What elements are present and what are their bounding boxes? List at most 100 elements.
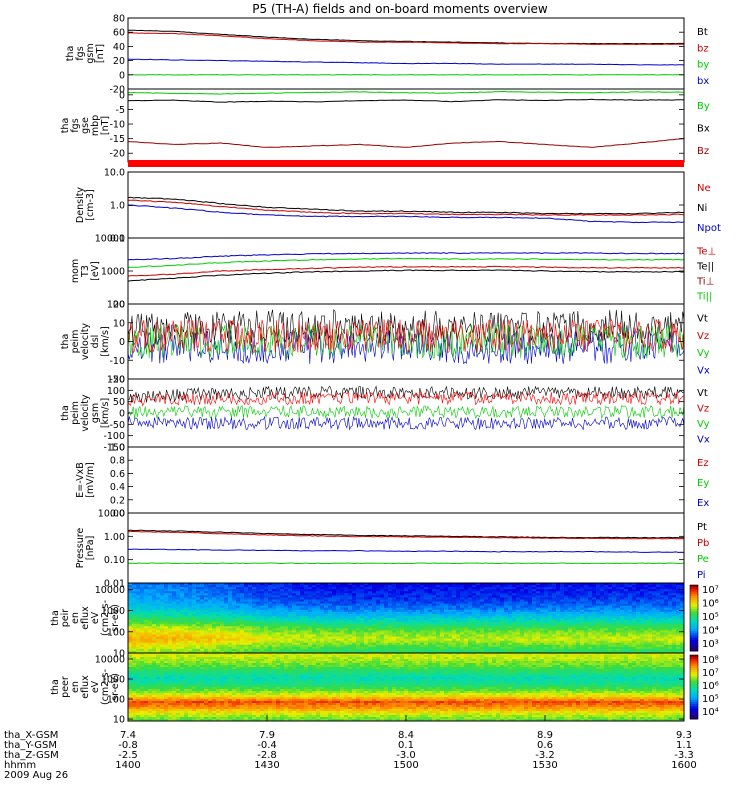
spectrogram-cell xyxy=(184,593,189,596)
spectrogram-cell xyxy=(428,583,433,586)
y-tick-label: 1.00 xyxy=(104,532,125,543)
spectrogram-cell xyxy=(168,650,173,654)
spectrogram-cell xyxy=(140,609,145,613)
spectrogram-cell xyxy=(404,646,409,650)
spectrogram-cell xyxy=(268,609,273,613)
spectrogram-cell xyxy=(228,626,233,629)
spectrogram-cell xyxy=(376,640,381,644)
spectrogram-cell xyxy=(308,615,313,619)
spectrogram-cell xyxy=(152,648,157,652)
spectrogram-cell xyxy=(176,620,181,623)
spectrogram-cell xyxy=(252,630,257,633)
spectrogram-cell xyxy=(204,585,209,588)
spectrogram-cell xyxy=(360,583,365,586)
spectrogram-cell xyxy=(420,640,425,644)
spectrogram-cell xyxy=(436,613,441,617)
spectrogram-cell xyxy=(252,642,257,646)
spectrogram-cell xyxy=(348,650,353,654)
spectrogram-cell xyxy=(300,622,305,625)
spectrogram-cell xyxy=(160,650,165,654)
spectrogram-cell xyxy=(364,615,369,619)
spectrogram-cell xyxy=(168,636,173,639)
spectrogram-cell xyxy=(276,624,281,627)
spectrogram-cell xyxy=(272,601,277,604)
y-axis-label: dsl xyxy=(90,335,101,349)
spectrogram-cell xyxy=(208,624,213,627)
spectrogram-cell xyxy=(176,624,181,627)
spectrogram-cell xyxy=(376,628,381,631)
spectrogram-cell xyxy=(420,613,425,617)
spectrogram-cell xyxy=(236,620,241,623)
spectrogram-cell xyxy=(316,644,321,648)
spectrogram-cell xyxy=(440,591,445,594)
spectrogram-cell xyxy=(248,591,253,594)
spectrogram-cell xyxy=(324,609,329,613)
spectrogram-cell xyxy=(400,640,405,644)
spectrogram-cell xyxy=(204,632,209,635)
spectrogram-cell xyxy=(176,589,181,592)
series-bx-line xyxy=(127,98,685,103)
spectrogram-cell xyxy=(176,599,181,602)
spectrogram-cell xyxy=(444,638,449,642)
spectrogram-cell xyxy=(432,640,437,644)
spectrogram-cell xyxy=(384,605,389,609)
spectrogram-cell xyxy=(136,626,141,629)
spectrogram-cell xyxy=(144,591,149,594)
spectrogram-cell xyxy=(140,626,145,629)
spectrogram-cell xyxy=(244,597,249,600)
spectrogram-cell xyxy=(360,622,365,625)
spectrogram-cell xyxy=(412,634,417,637)
spectrogram-cell xyxy=(168,630,173,633)
spectrogram-cell xyxy=(364,607,369,611)
spectrogram-cell xyxy=(272,636,277,639)
spectrogram-cell xyxy=(372,607,377,611)
spectrogram-cell xyxy=(244,583,249,586)
spectrogram-cell xyxy=(320,603,325,607)
legend-ex: Ex xyxy=(697,498,709,509)
spectrogram-cell xyxy=(304,593,309,596)
spectrogram-cell xyxy=(232,644,237,648)
spectrogram-cell xyxy=(220,599,225,602)
spectrogram-cell xyxy=(328,640,333,644)
spectrogram-cell xyxy=(360,603,365,607)
spectrogram-cell xyxy=(344,618,349,621)
spectrogram-cell xyxy=(428,589,433,592)
spectrogram-cell xyxy=(452,630,457,633)
spectrogram-cell xyxy=(388,638,393,642)
spectrogram-cell xyxy=(208,650,213,654)
spectrogram-cell xyxy=(372,605,377,609)
spectrogram-cell xyxy=(180,620,185,623)
spectrogram-cell xyxy=(428,613,433,617)
spectrogram-cell xyxy=(304,646,309,650)
spectrogram-cell xyxy=(232,626,237,629)
spectrogram-cell xyxy=(280,605,285,609)
spectrogram-cell xyxy=(224,620,229,623)
spectrogram-cell xyxy=(128,624,133,627)
spectrogram-cell xyxy=(404,636,409,639)
spectrogram-cell xyxy=(384,613,389,617)
spectrogram-cell xyxy=(344,622,349,625)
spectrogram-cell xyxy=(272,640,277,644)
y-tick-label: 0 xyxy=(119,90,125,101)
spectrogram-cell xyxy=(192,634,197,637)
spectrogram-cell xyxy=(216,630,221,633)
spectrogram-cell xyxy=(152,632,157,635)
spectrogram-cell xyxy=(280,632,285,635)
y-axis-label: fgs xyxy=(75,46,86,60)
spectrogram-cell xyxy=(212,587,217,590)
y-axis-label: [cm-3] xyxy=(85,189,96,220)
spectrogram-cell xyxy=(352,630,357,633)
spectrogram-cell xyxy=(268,646,273,650)
spectrogram-cell xyxy=(224,628,229,631)
spectrogram-cell xyxy=(420,587,425,590)
spectrogram-cell xyxy=(452,607,457,611)
panel-frame xyxy=(127,17,685,90)
spectrogram-cell xyxy=(244,591,249,594)
spectrogram-cell xyxy=(132,591,137,594)
spectrogram-cell xyxy=(156,587,161,590)
spectrogram-cell xyxy=(172,628,177,631)
spectrogram-cell xyxy=(424,607,429,611)
spectrogram-cell xyxy=(444,593,449,596)
spectrogram-cell xyxy=(340,599,345,602)
spectrogram-cell xyxy=(340,601,345,604)
